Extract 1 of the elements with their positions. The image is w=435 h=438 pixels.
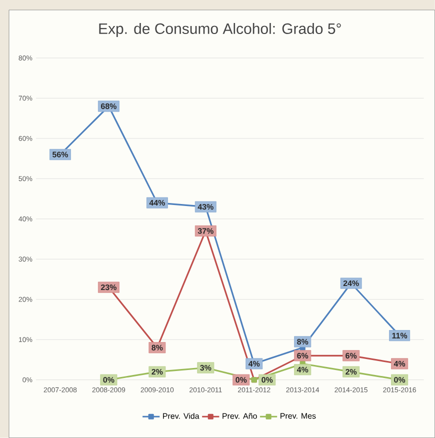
- chart-title: Exp. de Consumo Alcohol: Grado 5°: [99, 22, 341, 37]
